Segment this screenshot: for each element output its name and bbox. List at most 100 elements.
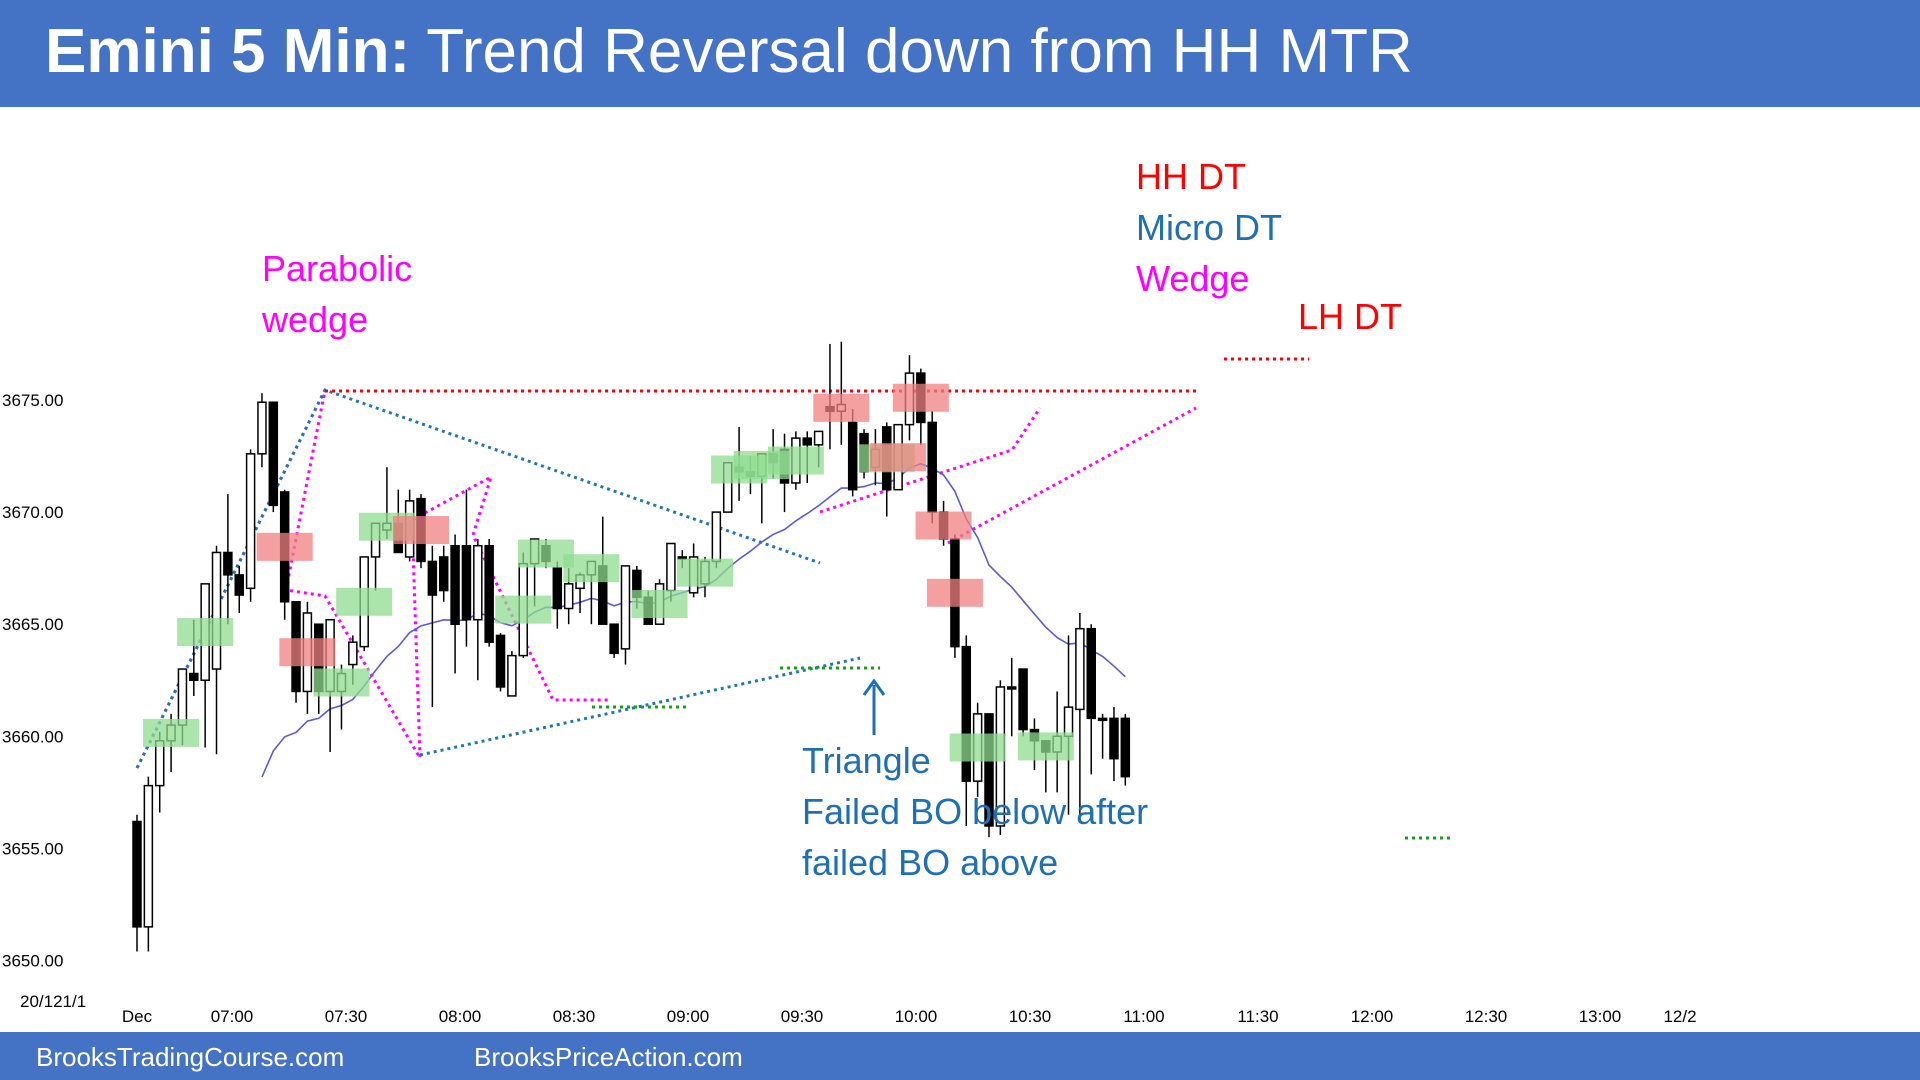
bear-candle-body <box>1086 627 1096 720</box>
buy-signal-box <box>677 558 733 587</box>
triangle-bottom-line <box>419 656 861 757</box>
candle <box>132 814 142 952</box>
sell-signal-box <box>915 511 972 540</box>
candle <box>484 539 494 647</box>
sell-signal-box <box>892 383 949 412</box>
parabolic-wedge-line <box>135 389 611 769</box>
candle <box>234 565 244 613</box>
bear-candle-body <box>132 820 142 928</box>
y-tick-label: 3655.00 <box>2 839 63 858</box>
trend-lines-layer <box>135 357 1450 840</box>
annotation-micro-dt: Micro DT <box>1136 207 1282 248</box>
candle <box>847 408 858 497</box>
bull-candle-body <box>177 668 188 726</box>
sell-signal-box <box>926 578 983 607</box>
x-tick-label: 07:30 <box>325 1007 368 1026</box>
candle <box>268 401 279 513</box>
candle <box>223 494 233 625</box>
bull-candle-body <box>473 544 483 621</box>
bear-candle-body <box>984 713 994 827</box>
annotation-lh-dt: LH DT <box>1298 296 1402 337</box>
bear-candle-body <box>189 672 199 681</box>
bear-candle-body <box>268 401 279 507</box>
x-tick-label: 07:00 <box>211 1007 254 1026</box>
footer-left-text: BrooksTradingCourse.com <box>36 1042 345 1072</box>
x-tick-label: 11:30 <box>1237 1007 1278 1026</box>
bear-candle-body <box>802 437 812 446</box>
buy-signal-box <box>563 554 620 583</box>
bear-candle-body <box>1097 717 1108 722</box>
bear-candle-body <box>450 544 460 625</box>
bear-candle-body <box>609 623 619 655</box>
annotation-failed-bo-1: Failed BO below after <box>802 791 1148 832</box>
y-tick-label: 3670.00 <box>2 503 63 522</box>
candle <box>495 633 506 692</box>
annotation-parabolic: Parabolic <box>262 248 412 289</box>
annotation-triangle: Triangle <box>802 740 931 781</box>
x-tick-label: 12/2 <box>1663 1007 1696 1026</box>
candle <box>609 623 619 658</box>
footer-right-text: BrooksPriceAction.com <box>474 1042 743 1072</box>
bull-candle-body <box>154 740 165 787</box>
candle <box>1006 657 1017 737</box>
candle <box>1097 713 1108 759</box>
bull-candle-body <box>507 654 517 697</box>
bear-candle-body <box>1018 668 1028 731</box>
x-tick-label: 09:30 <box>781 1007 824 1026</box>
x-tick-label: 10:30 <box>1009 1007 1052 1026</box>
bear-candle-body <box>552 567 563 610</box>
y-tick-label: 3660.00 <box>2 727 63 746</box>
page-title: Emini 5 Min: Trend Reversal down from HH… <box>45 16 1413 87</box>
sell-signal-box <box>813 393 870 422</box>
candle <box>427 545 438 708</box>
bear-candle-body <box>961 645 972 782</box>
candle <box>257 393 267 468</box>
x-tick-label: 13:00 <box>1579 1007 1622 1026</box>
buy-signal-box <box>313 668 370 697</box>
annotation-wedge-left: wedge <box>261 299 368 340</box>
y-tick-label: 3665.00 <box>2 615 63 634</box>
x-tick-label: 08:30 <box>553 1007 596 1026</box>
buy-signal-box <box>336 587 393 616</box>
signal-overlay-layer <box>143 383 1074 762</box>
title-bold: Emini 5 Min: <box>45 17 411 86</box>
x-tick-label: 12:30 <box>1465 1007 1508 1026</box>
annotation-hh-dt: HH DT <box>1136 156 1246 197</box>
bull-candle-body <box>563 583 574 610</box>
wedge-lower-line <box>947 406 1197 545</box>
candle <box>438 545 449 602</box>
sell-signal-box <box>393 516 449 545</box>
candle <box>450 534 460 674</box>
x-tick-label: 12:00 <box>1351 1007 1394 1026</box>
bear-candle-body <box>495 634 506 688</box>
y-tick-label: 3675.00 <box>2 391 63 410</box>
candle <box>1086 624 1096 775</box>
bull-candle-body <box>257 401 267 455</box>
candle <box>620 565 631 665</box>
candle <box>1075 612 1085 815</box>
bear-candle-body <box>927 421 937 513</box>
candlestick-chart: 3675.00 3670.00 3665.00 3660.00 3655.00 3650.… <box>2 156 1697 1026</box>
annotation-failed-bo-2: failed BO above <box>802 842 1058 883</box>
bear-candle-body <box>427 560 438 596</box>
x-tick-label: Dec <box>122 1007 153 1026</box>
candle <box>473 539 483 681</box>
footer-banner: BrooksTradingCourse.com BrooksPriceActio… <box>0 1032 1920 1080</box>
sell-signal-box <box>256 532 313 561</box>
candle <box>245 449 256 602</box>
buy-signal-box <box>631 590 688 619</box>
candle <box>836 341 847 445</box>
x-tick-label: 11:00 <box>1123 1007 1164 1026</box>
candle <box>552 561 563 629</box>
candle <box>961 635 972 826</box>
buy-signal-box <box>495 595 552 624</box>
buy-signal-box <box>949 733 1006 762</box>
candle <box>1018 668 1028 737</box>
bull-candle-body <box>1063 706 1074 738</box>
header-banner: Emini 5 Min: Trend Reversal down from HH… <box>0 0 1920 107</box>
candle <box>1109 707 1119 782</box>
bull-candle-body <box>711 511 722 563</box>
date-label: 20/121/1 <box>20 992 86 1011</box>
annotation-wedge-right: Wedge <box>1136 258 1249 299</box>
buy-signal-box <box>1017 732 1074 761</box>
